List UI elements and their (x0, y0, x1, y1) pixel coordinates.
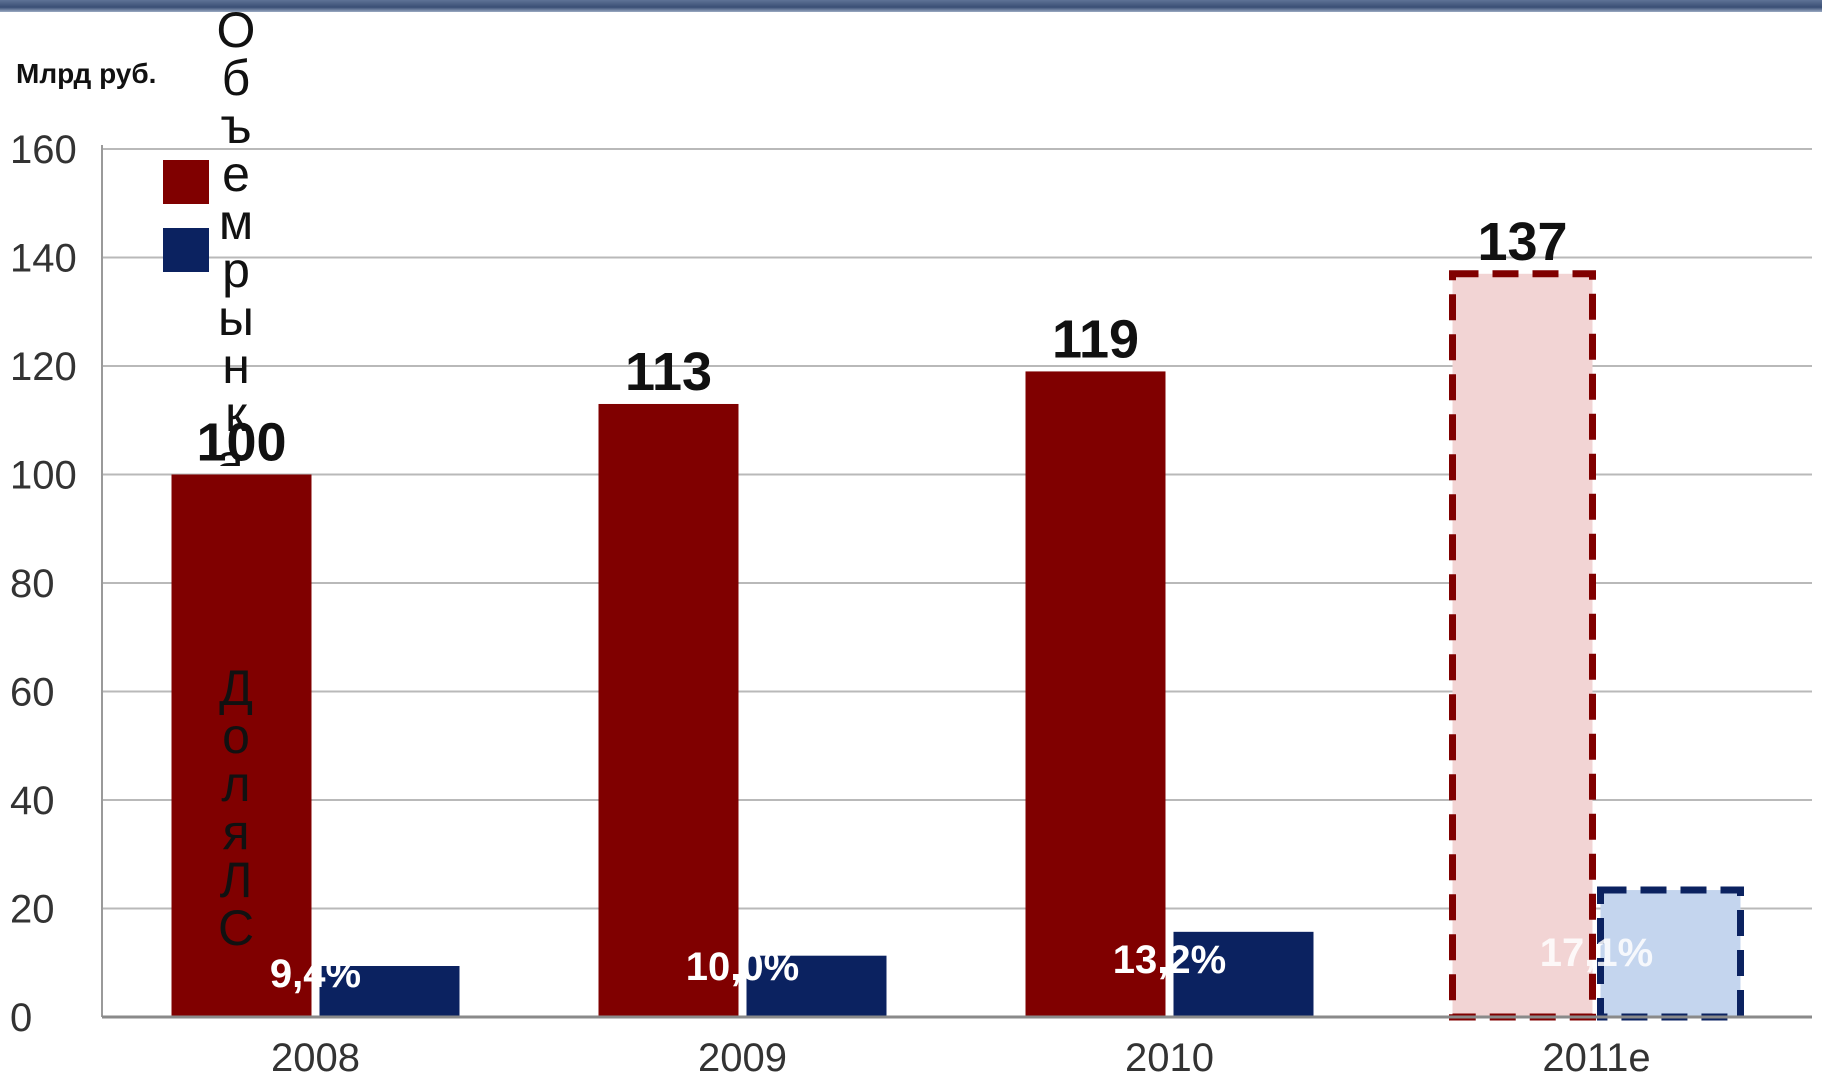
x-tick-label: 2009 (698, 1036, 787, 1080)
legend-swatch-market (163, 160, 209, 204)
bar-market-2009 (598, 403, 739, 1018)
x-tick-label: 2008 (271, 1036, 360, 1080)
x-tick-label: 2011e (1542, 1036, 1650, 1080)
legend-swatch-share (163, 228, 209, 272)
value-label-2008: 100 (196, 413, 286, 473)
y-axis-unit-label: Млрд руб. (16, 58, 157, 89)
percent-label-2011e: 17,1% (1540, 931, 1653, 975)
legend-label-market: Объем рынка, млрд руб. (216, 6, 256, 466)
y-axis: 0 20 40 60 80 100 120 140 160 (10, 128, 103, 1040)
value-labels: 100 113 119 137 (196, 212, 1567, 473)
percent-label-2010: 13,2% (1113, 938, 1226, 982)
percent-labels: 9,4% 10,0% 13,2% 17,1% (270, 931, 1653, 996)
bars (171, 270, 1744, 1021)
value-label-2011e: 137 (1477, 212, 1567, 272)
x-tick-label: 2010 (1125, 1036, 1214, 1080)
percent-label-2008: 9,4% (270, 952, 361, 996)
y-tick-label: 20 (10, 888, 55, 932)
y-tick-label: 60 (10, 671, 55, 715)
header-bar (0, 0, 1822, 12)
x-axis: 2008 2009 2010 2011e (102, 1015, 1812, 1080)
bar-share-2011e (1597, 886, 1744, 1021)
bar-share-2010 (1173, 931, 1314, 1017)
value-label-2009: 113 (625, 342, 712, 402)
bar-share-2008 (319, 966, 460, 1017)
y-tick-label: 120 (10, 345, 77, 389)
bar-market-2010 (1025, 371, 1166, 1017)
y-tick-label: 0 (10, 996, 32, 1040)
y-tick-label: 100 (10, 454, 77, 498)
y-tick-label: 160 (10, 128, 77, 172)
percent-label-2009: 10,0% (686, 945, 799, 989)
y-tick-label: 80 (10, 562, 55, 606)
bar-share-2009 (746, 955, 887, 1017)
legend-label-share: Доля ЛС (217, 660, 255, 956)
bar-market-2008 (171, 474, 312, 1017)
bar-market-2011e (1449, 270, 1596, 1021)
value-label-2010: 119 (1052, 309, 1139, 369)
y-tick-label: 140 (10, 237, 77, 281)
y-tick-label: 40 (10, 779, 55, 823)
